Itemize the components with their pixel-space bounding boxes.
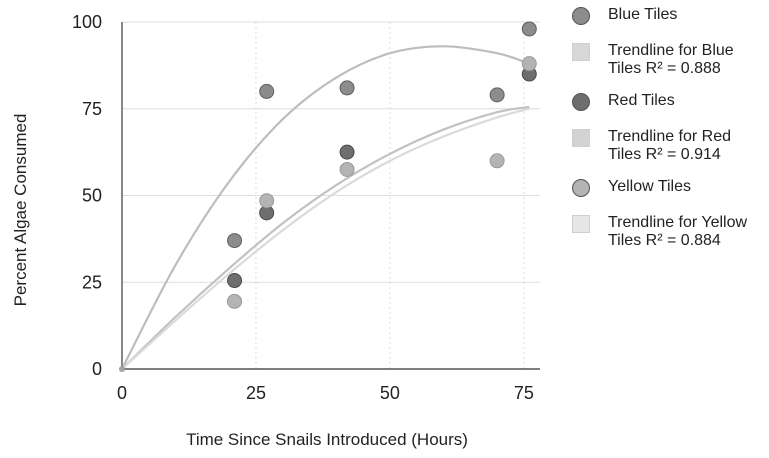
point-yellow-tiles: [521, 56, 537, 72]
y-axis-title: Percent Algae Consumed: [11, 114, 30, 307]
legend-swatch-yellow-tiles: [572, 179, 590, 197]
legend-item-blue-tiles: Blue Tiles: [568, 6, 766, 25]
x-tick-label: 25: [246, 383, 266, 403]
legend-swatch-trendline-red: [572, 129, 590, 147]
y-tick-label: 50: [82, 186, 102, 206]
x-tick-label: 50: [380, 383, 400, 403]
trendline-yellow-tiles: [121, 107, 530, 370]
tick-labels: 0 25 50 75 100 0 25 50 75: [72, 12, 534, 403]
trendline-red-tiles: [121, 105, 530, 370]
data-points: [119, 21, 537, 372]
legend-label: Red Tiles: [608, 92, 675, 109]
legend-swatch-trendline-blue: [572, 43, 590, 61]
legend-label: Trendline for Red Tiles R² = 0.914: [608, 128, 732, 163]
grid: [122, 21, 540, 369]
legend-item-red-tiles: Red Tiles: [568, 92, 766, 111]
y-tick-label: 25: [82, 272, 102, 292]
point-blue-tiles: [259, 83, 275, 99]
legend-swatch-red-tiles: [572, 93, 590, 111]
point-blue-tiles: [489, 87, 505, 103]
y-tick-label: 75: [82, 99, 102, 119]
point-blue-tiles: [227, 233, 243, 249]
point-red-tiles: [227, 273, 243, 289]
y-tick-label: 100: [72, 12, 102, 32]
legend-swatch-trendline-yellow: [572, 215, 590, 233]
legend-item-trendline-blue: Trendline for Blue Tiles R² = 0.888: [568, 42, 766, 78]
legend-label: Trendline for Blue Tiles R² = 0.888: [608, 42, 734, 77]
legend-label: Blue Tiles: [608, 6, 678, 23]
legend-item-trendline-red: Trendline for Red Tiles R² = 0.914: [568, 128, 766, 164]
trendlines: [121, 45, 530, 370]
point-blue-tiles: [339, 80, 355, 96]
trendline-blue-tiles: [121, 45, 530, 370]
legend-label: Trendline for Yellow Tiles R² = 0.884: [608, 214, 748, 249]
point-red-tiles: [339, 144, 355, 160]
x-tick-label: 0: [117, 383, 127, 403]
y-tick-label: 0: [92, 359, 102, 379]
point-yellow-tiles: [339, 161, 355, 177]
legend-item-yellow-tiles: Yellow Tiles: [568, 178, 766, 197]
point-blue-tiles: [521, 21, 537, 37]
point-yellow-tiles: [227, 293, 243, 309]
legend-item-trendline-yellow: Trendline for Yellow Tiles R² = 0.884: [568, 214, 766, 250]
plot-area: 0 25 50 75 100 0 25 50 75 Time Since Snails Intr…: [11, 12, 540, 449]
x-axis-title: Time Since Snails Introduced (Hours): [186, 430, 468, 449]
legend: Blue Tiles Trendline for Blue Tiles R² =…: [568, 6, 766, 264]
x-tick-label: 75: [514, 383, 534, 403]
axes: [121, 22, 540, 370]
legend-swatch-blue-tiles: [572, 7, 590, 25]
point-yellow-tiles: [119, 366, 125, 372]
point-yellow-tiles: [489, 153, 505, 169]
legend-label: Yellow Tiles: [608, 178, 692, 195]
point-yellow-tiles: [259, 193, 275, 209]
